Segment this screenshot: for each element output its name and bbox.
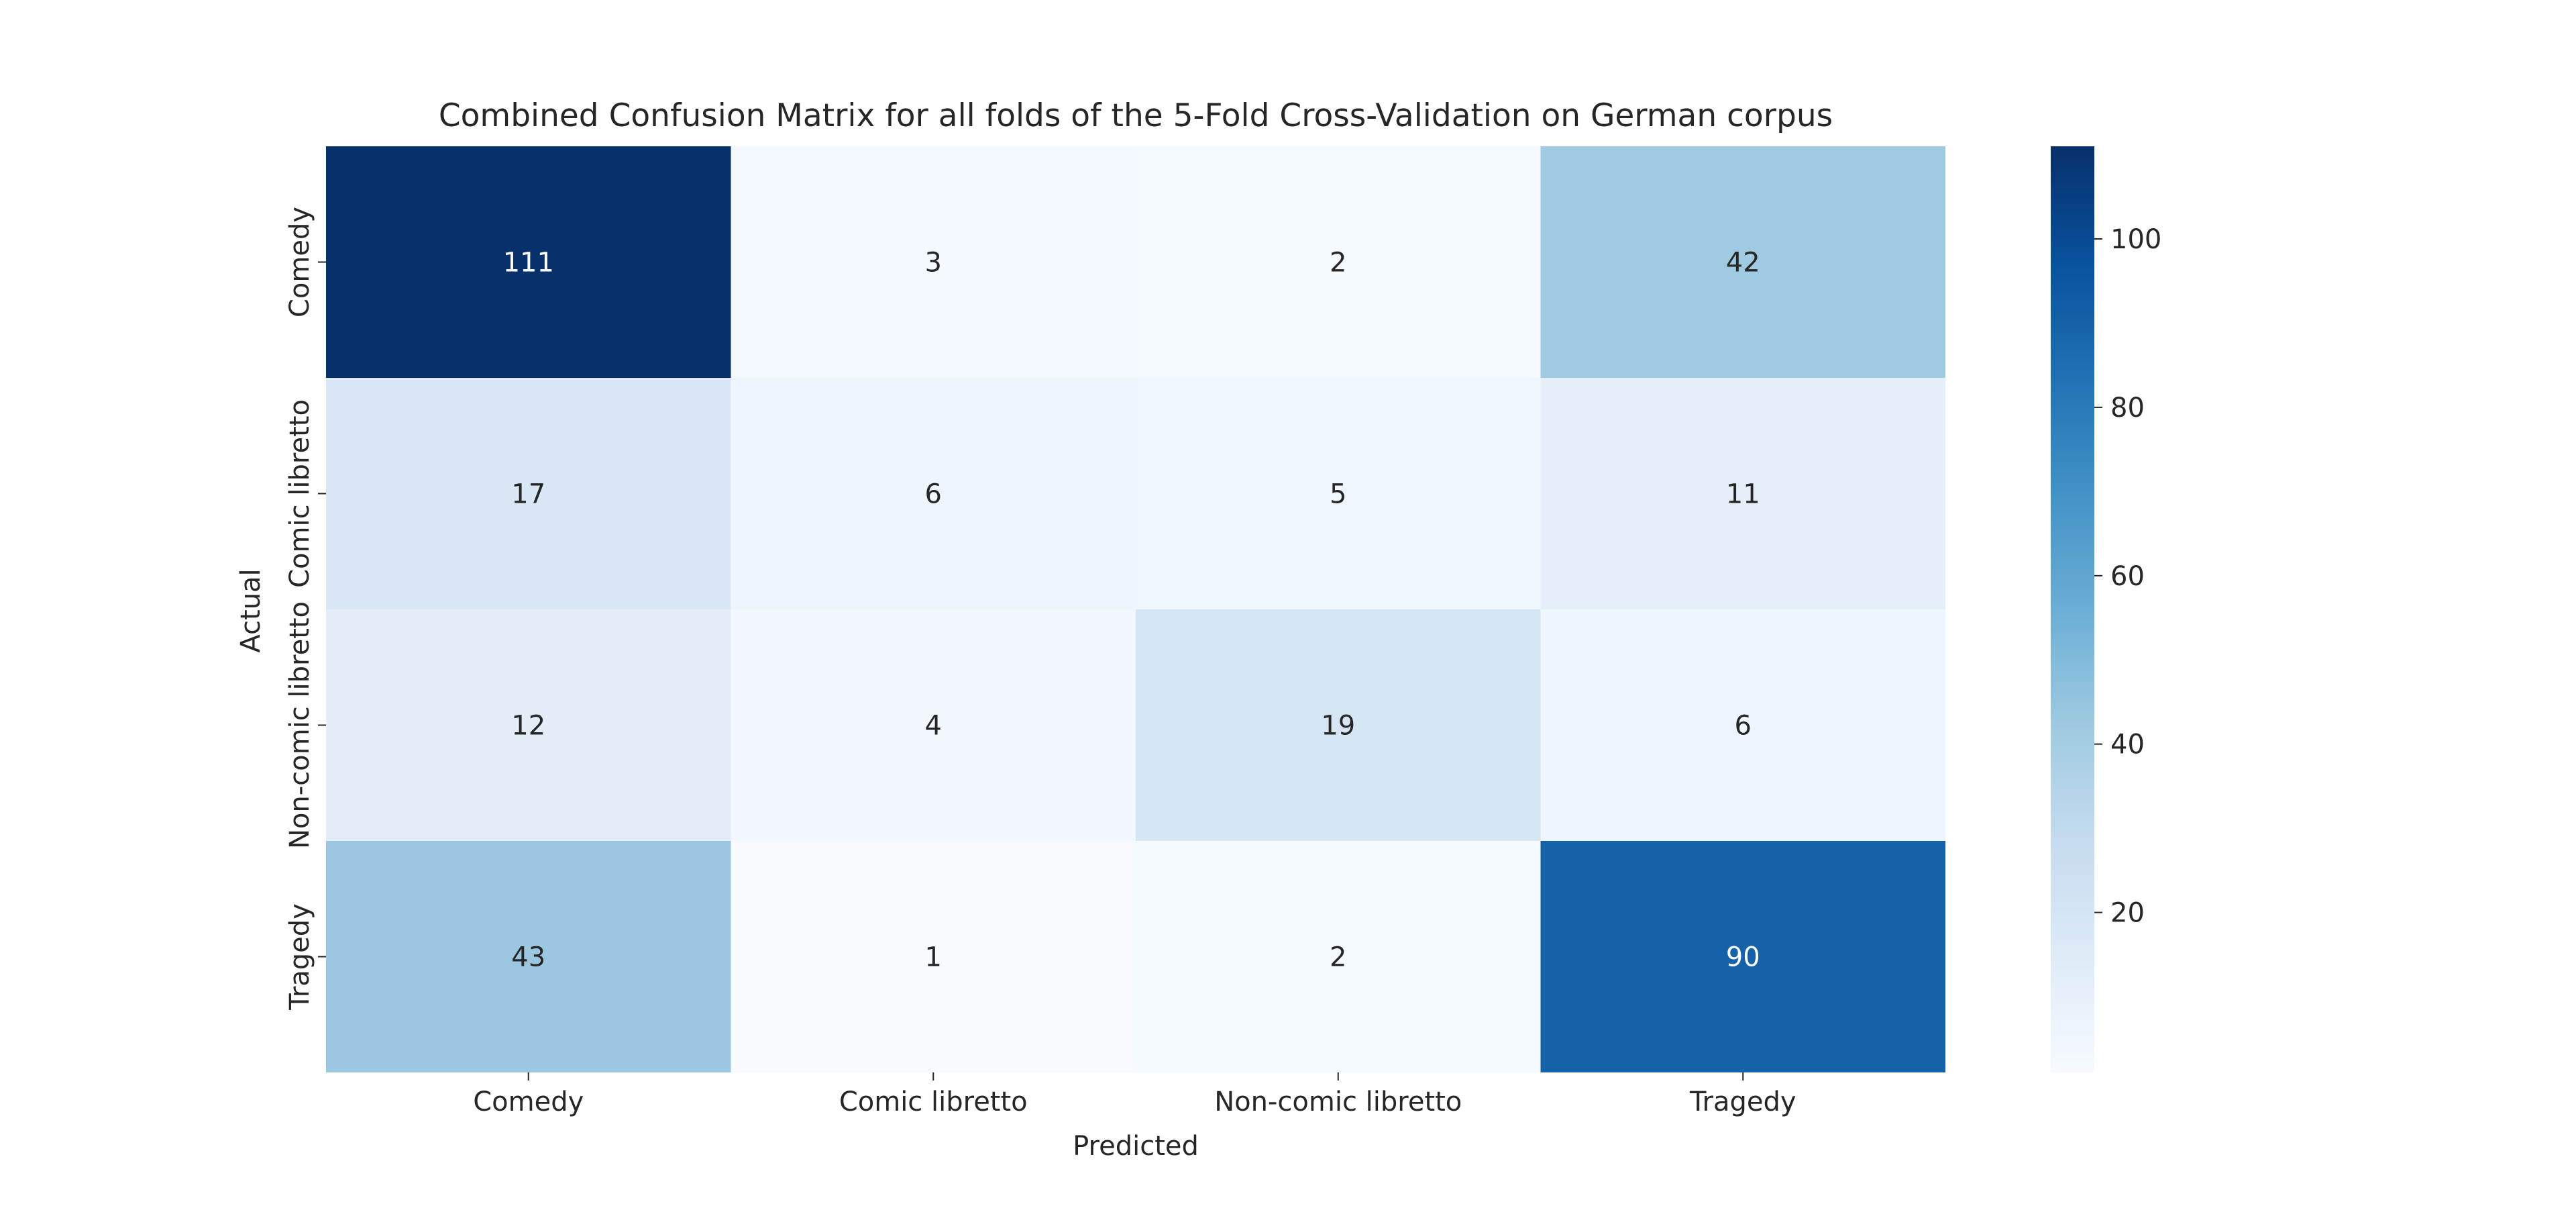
heatmap-cell	[1136, 841, 1541, 1072]
heatmap-cell	[1136, 609, 1541, 841]
colorbar-tick-label: 80	[2110, 393, 2145, 423]
heatmap-cell	[731, 841, 1136, 1072]
cell-value-label: 111	[503, 248, 554, 279]
heatmap-cell	[326, 609, 731, 841]
y-axis-label: Actual	[235, 568, 266, 652]
y-axis-ticks: Comedy Comic libretto Non-comic libretto Tr…	[284, 207, 326, 1011]
chart-title: Combined Confusion Matrix for all folds …	[439, 97, 1833, 134]
heatmap-cell	[1136, 146, 1541, 378]
cell-value-label: 5	[1330, 479, 1346, 510]
y-tick-label: Comedy	[284, 207, 315, 317]
heatmap-cell	[326, 378, 731, 609]
cell-value-label: 2	[1330, 942, 1346, 973]
cell-value-label: 11	[1726, 479, 1760, 510]
x-axis-label: Predicted	[1073, 1131, 1199, 1162]
x-tick-label: Tragedy	[1689, 1087, 1796, 1117]
heatmap-cells	[326, 146, 1945, 1072]
heatmap-cell	[1136, 378, 1541, 609]
cell-value-label: 42	[1726, 248, 1760, 279]
heatmap-cell	[1540, 841, 1945, 1072]
cell-value-label: 6	[1735, 711, 1752, 742]
heatmap-cell	[1540, 146, 1945, 378]
heatmap-cell	[326, 841, 731, 1072]
heatmap-cell	[731, 146, 1136, 378]
cell-value-label: 3	[925, 248, 942, 279]
heatmap-cell	[326, 146, 731, 378]
colorbar-tick-label: 20	[2110, 898, 2145, 929]
y-tick-label: Comic libretto	[284, 399, 315, 588]
cell-value-label: 12	[511, 711, 545, 742]
x-tick-label: Comic libretto	[839, 1087, 1028, 1117]
heatmap-cell	[1540, 609, 1945, 841]
heatmap-cell	[731, 609, 1136, 841]
x-tick-label: Comedy	[473, 1087, 584, 1117]
x-axis-ticks: Comedy Comic libretto Non-comic libretto Tr…	[473, 1072, 1796, 1117]
y-tick-label: Non-comic libretto	[284, 601, 315, 849]
cell-value-label: 6	[925, 479, 942, 510]
cell-value-label: 90	[1726, 942, 1760, 973]
colorbar-tick-label: 60	[2110, 561, 2145, 592]
cell-value-label: 17	[511, 479, 545, 510]
colorbar-tick-label: 40	[2110, 729, 2145, 760]
cell-value-label: 4	[925, 711, 942, 742]
heatmap-cell	[1540, 378, 1945, 609]
cell-value-label: 19	[1321, 711, 1355, 742]
colorbar	[2051, 146, 2094, 1072]
x-tick-label: Non-comic libretto	[1214, 1087, 1462, 1117]
cell-value-label: 1	[925, 942, 942, 973]
cell-value-label: 43	[511, 942, 545, 973]
y-tick-label: Tragedy	[284, 903, 315, 1011]
colorbar-tick-label: 100	[2110, 224, 2161, 255]
colorbar-ticks: 20 40 60 80 100	[2094, 224, 2161, 929]
cell-value-label: 2	[1330, 248, 1346, 279]
heatmap-cell	[731, 378, 1136, 609]
